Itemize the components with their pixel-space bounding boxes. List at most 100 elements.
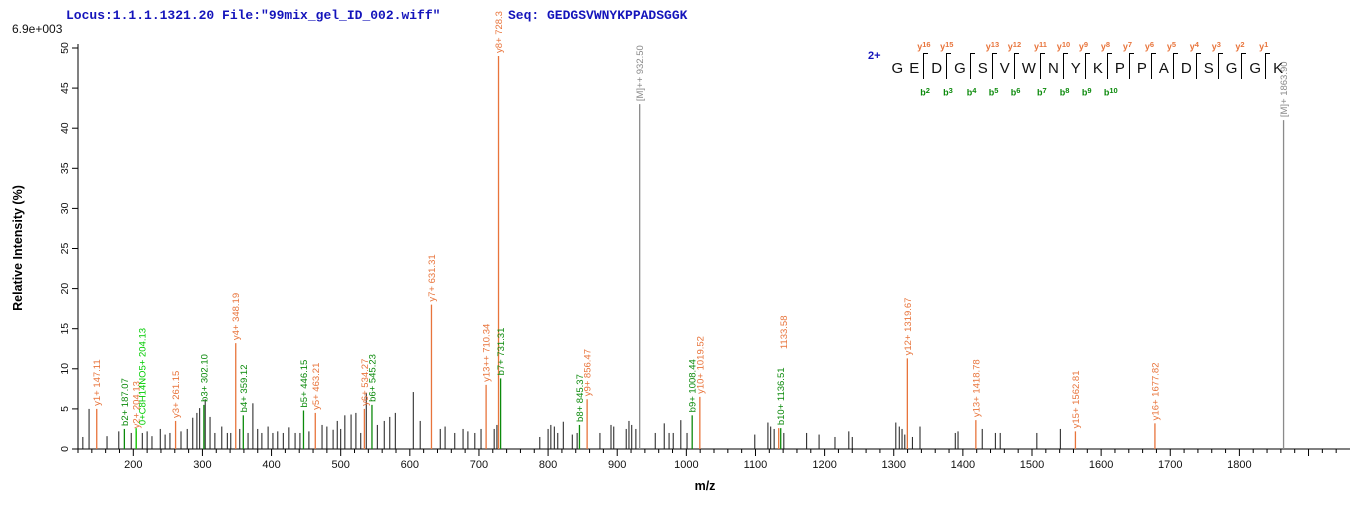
x-tick-label: 400 xyxy=(262,459,280,471)
peak-label: y10+ 1019.52 xyxy=(695,336,706,394)
max-intensity-label: 6.9e+003 xyxy=(12,22,63,36)
residue: E xyxy=(909,60,920,77)
y-ion-label: y16 xyxy=(917,40,931,52)
cleavage-mark-icon xyxy=(1039,53,1045,79)
cleavage-mark-icon xyxy=(969,53,975,79)
y-tick-label: 35 xyxy=(59,162,71,174)
peak-label: y15+ 1562.81 xyxy=(1071,370,1082,428)
y-tick-label: 15 xyxy=(59,323,71,335)
fragment-marker: y10 b8 xyxy=(1057,40,1070,97)
residue: D xyxy=(1180,60,1192,77)
y-tick-label: 40 xyxy=(59,122,71,134)
b-ion-label: b10 xyxy=(1103,85,1118,98)
x-tick-label: 200 xyxy=(124,459,142,471)
b-ion-label: b5 xyxy=(988,85,999,98)
x-tick-label: 1200 xyxy=(812,459,836,471)
y-tick-label: 45 xyxy=(59,82,71,94)
peak-label: b10+ 1136.51 xyxy=(776,367,787,425)
fragment-marker: y2 xyxy=(1235,40,1247,82)
x-tick-label: 900 xyxy=(608,459,626,471)
residue: V xyxy=(999,60,1010,77)
b-ion-label: b3 xyxy=(943,85,953,98)
y-ion-label: y11 xyxy=(1033,40,1047,52)
x-tick-label: 1100 xyxy=(744,459,768,471)
cleavage-mark-icon xyxy=(1128,53,1134,79)
residue: P xyxy=(1136,60,1147,77)
residue: N xyxy=(1047,60,1059,77)
sequence-label: Seq: GEDGSVWNYKPPADSGGK xyxy=(508,8,688,23)
fragment-marker: y16 b2 xyxy=(917,40,930,97)
peak-label: [M]++ 932.50 xyxy=(635,45,646,101)
cleavage-mark-icon xyxy=(1172,53,1178,79)
fragment-marker: y3 xyxy=(1212,40,1223,82)
y-ion-label: y13 xyxy=(985,40,1000,52)
peak-label: b9+ 1008.44 xyxy=(688,359,699,412)
x-tick-label: 500 xyxy=(332,459,350,471)
x-tick-label: 1600 xyxy=(1089,459,1113,471)
cleavage-mark-icon xyxy=(1217,53,1223,79)
peak-label: y4+ 348.19 xyxy=(231,293,242,340)
y-ion-label: y5 xyxy=(1166,40,1177,52)
y-tick-label: 0 xyxy=(59,446,71,452)
y-tick-label: 20 xyxy=(59,283,71,295)
fragment-marker: y8 b10 xyxy=(1101,40,1118,97)
peak-label: y13+ 1418.78 xyxy=(971,359,982,417)
residue: W xyxy=(1021,60,1036,77)
peak-label: y6+ 534.27 xyxy=(360,359,371,406)
b-ion-label: b7 xyxy=(1036,85,1047,98)
x-tick-label: 1500 xyxy=(1020,459,1044,471)
cleavage-mark-icon xyxy=(1013,53,1019,79)
peak-label: b8+ 845.37 xyxy=(575,374,586,422)
cleavage-mark-icon xyxy=(1265,53,1271,79)
residue: G xyxy=(891,60,904,77)
b-ion-label: b2 xyxy=(920,85,930,98)
y-tick-label: 25 xyxy=(59,243,71,255)
x-tick-label: 1000 xyxy=(674,459,698,471)
x-tick-label: 1800 xyxy=(1227,459,1251,471)
peak-label: b5+ 446.15 xyxy=(299,360,310,408)
fragment-marker: y6 xyxy=(1145,40,1156,82)
y-tick-label: 10 xyxy=(59,363,71,375)
cleavage-mark-icon xyxy=(1062,53,1068,79)
peak-label: b6+ 545.23 xyxy=(367,354,378,402)
fragment-marker: y15 b3 xyxy=(940,40,953,97)
cleavage-mark-icon xyxy=(1241,53,1247,79)
residue: S xyxy=(977,60,988,77)
residue: P xyxy=(1114,60,1125,77)
fragment-marker: y13 b5 xyxy=(986,40,999,97)
peak-label: y13++ 710.34 xyxy=(482,324,493,382)
fragment-marker: y5 xyxy=(1167,40,1178,82)
x-axis-label: m/z xyxy=(695,479,716,493)
peak-label: 1133.58 xyxy=(779,316,790,350)
residue: G xyxy=(954,60,966,77)
y-axis-label: Relative Intensity (%) xyxy=(11,185,25,311)
residue: K xyxy=(1273,60,1284,77)
cleavage-mark-icon xyxy=(1106,53,1112,79)
peak-label: y12+ 1319.67 xyxy=(903,298,914,356)
x-tick-label: 700 xyxy=(470,459,488,471)
x-tick-label: 800 xyxy=(539,459,557,471)
y-ion-label: y12 xyxy=(1007,40,1022,52)
b-ion-label: b6 xyxy=(1010,85,1021,98)
locus-file-label: Locus:1.1.1.1321.20 File:"99mix_gel_ID_0… xyxy=(66,8,441,23)
x-tick-label: 1400 xyxy=(951,459,975,471)
y-ion-label: y3 xyxy=(1211,40,1221,52)
y-ion-label: y9 xyxy=(1078,40,1088,52)
peak-label: b2+ 187.07 xyxy=(120,378,131,426)
y-tick-label: 30 xyxy=(59,202,71,214)
fragment-marker: y11 b7 xyxy=(1034,40,1047,97)
fragment-marker: b4 xyxy=(967,53,976,97)
residue: Y xyxy=(1070,60,1081,77)
b-ion-label: b4 xyxy=(966,85,977,98)
peak-label: [M]+ 1863.90 xyxy=(1279,61,1290,117)
peak-label: y3+ 261.15 xyxy=(171,371,182,418)
residue: K xyxy=(1092,60,1103,77)
b-ion-label: b9 xyxy=(1081,85,1092,98)
y-ion-label: y7 xyxy=(1122,40,1133,52)
peak-label: b4+ 359.12 xyxy=(239,365,250,413)
fragment-marker: y1 xyxy=(1259,40,1271,82)
cleavage-mark-icon xyxy=(946,53,952,79)
y-ion-label: y1 xyxy=(1259,40,1269,52)
